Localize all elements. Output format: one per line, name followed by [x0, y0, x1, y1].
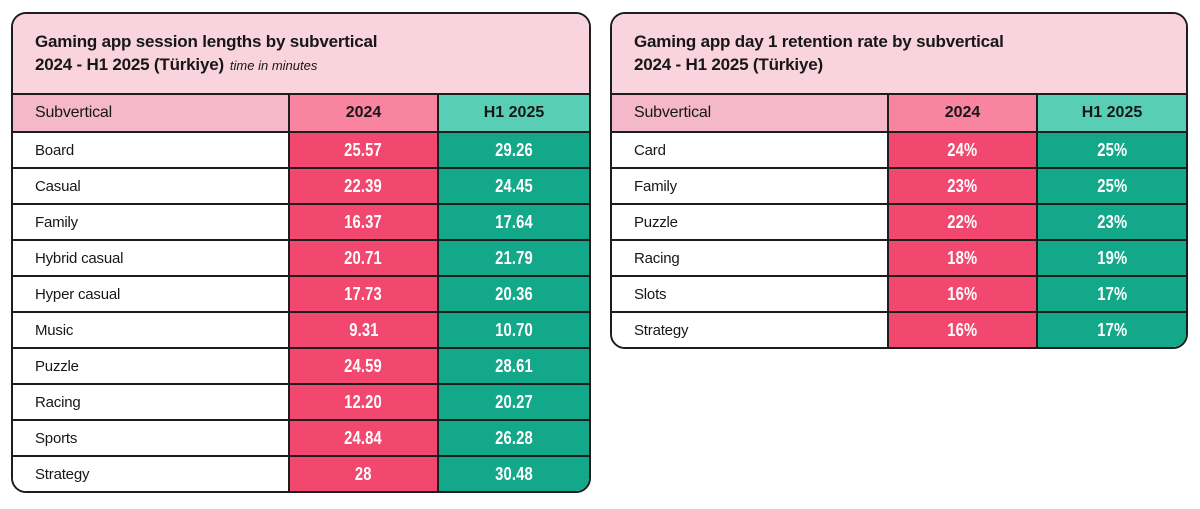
row-label: Racing [612, 241, 887, 275]
value-h1-2025: 20.36 [437, 277, 589, 311]
table-title-line1: Gaming app day 1 retention rate by subve… [634, 32, 1004, 51]
row-label: Slots [612, 277, 887, 311]
value-h1-2025: 17% [1036, 313, 1186, 347]
table-row: Hybrid casual 20.71 21.79 [13, 241, 589, 277]
table-header-row: Subvertical 2024 H1 2025 [612, 95, 1186, 133]
value-h1-2025: 28.61 [437, 349, 589, 383]
value-2024: 24.59 [288, 349, 437, 383]
value-2024: 22.39 [288, 169, 437, 203]
value-2024: 16% [887, 313, 1036, 347]
value-h1-2025: 24.45 [437, 169, 589, 203]
column-header-h1-2025: H1 2025 [1036, 95, 1186, 131]
row-label: Puzzle [612, 205, 887, 239]
value-2024: 18% [887, 241, 1036, 275]
table-title-line2: 2024 - H1 2025 (Türkiye) time in minutes [35, 54, 567, 77]
value-2024: 28 [288, 457, 437, 491]
table-row: Music 9.31 10.70 [13, 313, 589, 349]
retention-rate-table-card: Gaming app day 1 retention rate by subve… [610, 12, 1188, 349]
value-2024: 16% [887, 277, 1036, 311]
table-row: Card 24% 25% [612, 133, 1186, 169]
value-h1-2025: 25% [1036, 169, 1186, 203]
table-row: Casual 22.39 24.45 [13, 169, 589, 205]
value-h1-2025: 30.48 [437, 457, 589, 491]
table-title-period: 2024 - H1 2025 (Türkiye) [35, 54, 224, 74]
table-title-line1: Gaming app session lengths by subvertica… [35, 32, 378, 51]
table-row: Racing 12.20 20.27 [13, 385, 589, 421]
row-label: Family [13, 205, 288, 239]
table-title-band: Gaming app session lengths by subvertica… [13, 14, 589, 95]
value-2024: 22% [887, 205, 1036, 239]
table-row: Puzzle 24.59 28.61 [13, 349, 589, 385]
table-row: Sports 24.84 26.28 [13, 421, 589, 457]
row-label: Hybrid casual [13, 241, 288, 275]
value-2024: 25.57 [288, 133, 437, 167]
row-label: Board [13, 133, 288, 167]
column-header-h1-2025: H1 2025 [437, 95, 589, 131]
value-2024: 24.84 [288, 421, 437, 455]
value-h1-2025: 10.70 [437, 313, 589, 347]
value-h1-2025: 17.64 [437, 205, 589, 239]
value-h1-2025: 23% [1036, 205, 1186, 239]
value-2024: 16.37 [288, 205, 437, 239]
row-label: Casual [13, 169, 288, 203]
row-label: Puzzle [13, 349, 288, 383]
value-2024: 20.71 [288, 241, 437, 275]
session-lengths-table-card: Gaming app session lengths by subvertica… [11, 12, 591, 493]
table-row: Family 23% 25% [612, 169, 1186, 205]
row-label: Family [612, 169, 887, 203]
table-row: Racing 18% 19% [612, 241, 1186, 277]
row-label: Music [13, 313, 288, 347]
table-row: Board 25.57 29.26 [13, 133, 589, 169]
column-header-subvertical: Subvertical [612, 95, 887, 131]
row-label: Strategy [612, 313, 887, 347]
column-header-2024: 2024 [288, 95, 437, 131]
row-label: Hyper casual [13, 277, 288, 311]
table-title-note: time in minutes [229, 57, 318, 73]
value-h1-2025: 26.28 [437, 421, 589, 455]
value-2024: 17.73 [288, 277, 437, 311]
row-label: Card [612, 133, 887, 167]
row-label: Strategy [13, 457, 288, 491]
table-row: Family 16.37 17.64 [13, 205, 589, 241]
value-2024: 12.20 [288, 385, 437, 419]
table-title-band: Gaming app day 1 retention rate by subve… [612, 14, 1186, 95]
value-2024: 24% [887, 133, 1036, 167]
table-row: Hyper casual 17.73 20.36 [13, 277, 589, 313]
table-title-line2: 2024 - H1 2025 (Türkiye) [634, 54, 1164, 77]
row-label: Sports [13, 421, 288, 455]
table-header-row: Subvertical 2024 H1 2025 [13, 95, 589, 133]
table-body: Card 24% 25% Family 23% 25% Puzzle 22% 23% Racing… [612, 133, 1186, 347]
value-h1-2025: 17% [1036, 277, 1186, 311]
value-h1-2025: 25% [1036, 133, 1186, 167]
column-header-2024: 2024 [887, 95, 1036, 131]
table-row: Strategy 28 30.48 [13, 457, 589, 491]
row-label: Racing [13, 385, 288, 419]
table-body: Board 25.57 29.26 Casual 22.39 24.45 Family 16.… [13, 133, 589, 491]
table-title-period: 2024 - H1 2025 (Türkiye) [634, 54, 823, 74]
column-header-subvertical: Subvertical [13, 95, 288, 131]
value-h1-2025: 20.27 [437, 385, 589, 419]
table-row: Slots 16% 17% [612, 277, 1186, 313]
value-h1-2025: 29.26 [437, 133, 589, 167]
table-row: Strategy 16% 17% [612, 313, 1186, 347]
table-row: Puzzle 22% 23% [612, 205, 1186, 241]
value-2024: 23% [887, 169, 1036, 203]
value-2024: 9.31 [288, 313, 437, 347]
value-h1-2025: 21.79 [437, 241, 589, 275]
value-h1-2025: 19% [1036, 241, 1186, 275]
